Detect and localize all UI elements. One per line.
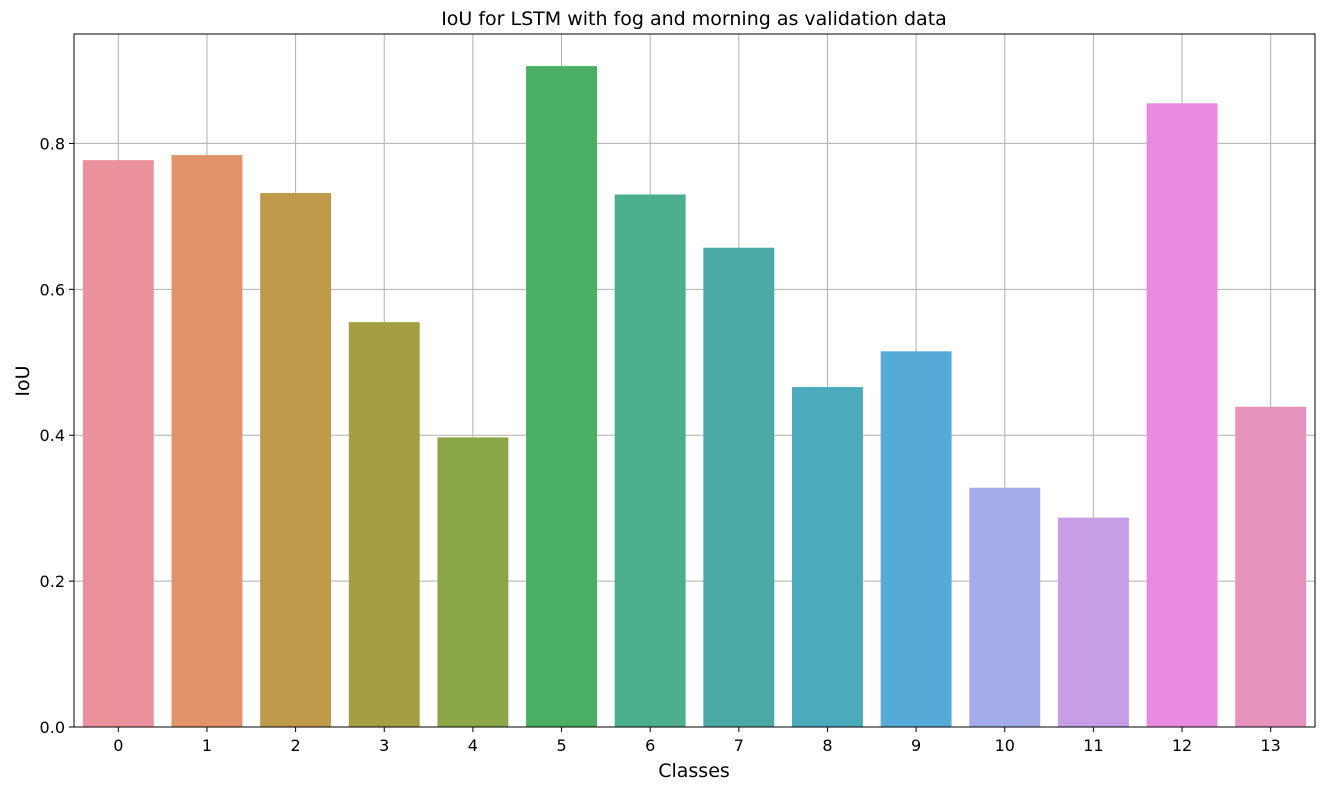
y-tick-label: 0.0 [40, 718, 65, 737]
bar-class-5 [526, 66, 597, 727]
bar-class-7 [703, 247, 775, 728]
y-axis-label: IoU [12, 365, 34, 396]
y-tick-label: 0.4 [40, 426, 65, 445]
bar-class-12 [1146, 103, 1218, 728]
bar-class-13 [1235, 406, 1307, 727]
bar-class-8 [792, 387, 863, 727]
x-tick-label: 7 [734, 736, 744, 755]
x-tick-label: 2 [291, 736, 301, 755]
y-tick-label: 0.2 [40, 572, 65, 591]
plot-frame [73, 33, 1316, 728]
x-tick-label: 0 [113, 736, 123, 755]
x-tick-label: 10 [995, 736, 1015, 755]
x-axis-label: Classes [658, 760, 730, 782]
y-tick-label: 0.6 [40, 280, 65, 299]
bar-class-3 [348, 322, 420, 727]
bar-class-2 [260, 193, 332, 727]
bar-class-10 [969, 487, 1041, 727]
x-tick-label: 8 [822, 736, 832, 755]
bar-class-9 [880, 351, 952, 727]
bar-class-4 [437, 437, 509, 727]
y-tick-label: 0.8 [40, 134, 65, 153]
x-tick-label: 1 [202, 736, 212, 755]
chart-title: IoU for LSTM with fog and morning as val… [441, 8, 947, 30]
x-tick-label: 9 [911, 736, 921, 755]
bar-class-6 [614, 194, 686, 728]
x-tick-label: 3 [379, 736, 389, 755]
x-tick-label: 13 [1260, 736, 1280, 755]
x-tick-label: 5 [556, 736, 566, 755]
x-tick-label: 11 [1083, 736, 1103, 755]
axis-ticks: 0.00.20.40.60.80 1 2 3 4 5 6 7 8 9 10 11 12 13 [40, 134, 1281, 755]
bar-class-0 [82, 160, 154, 727]
bar-class-11 [1057, 517, 1129, 727]
x-tick-label: 6 [645, 736, 655, 755]
bar-class-1 [171, 155, 243, 727]
x-tick-label: 12 [1172, 736, 1192, 755]
x-tick-label: 4 [468, 736, 478, 755]
bars [82, 66, 1307, 728]
